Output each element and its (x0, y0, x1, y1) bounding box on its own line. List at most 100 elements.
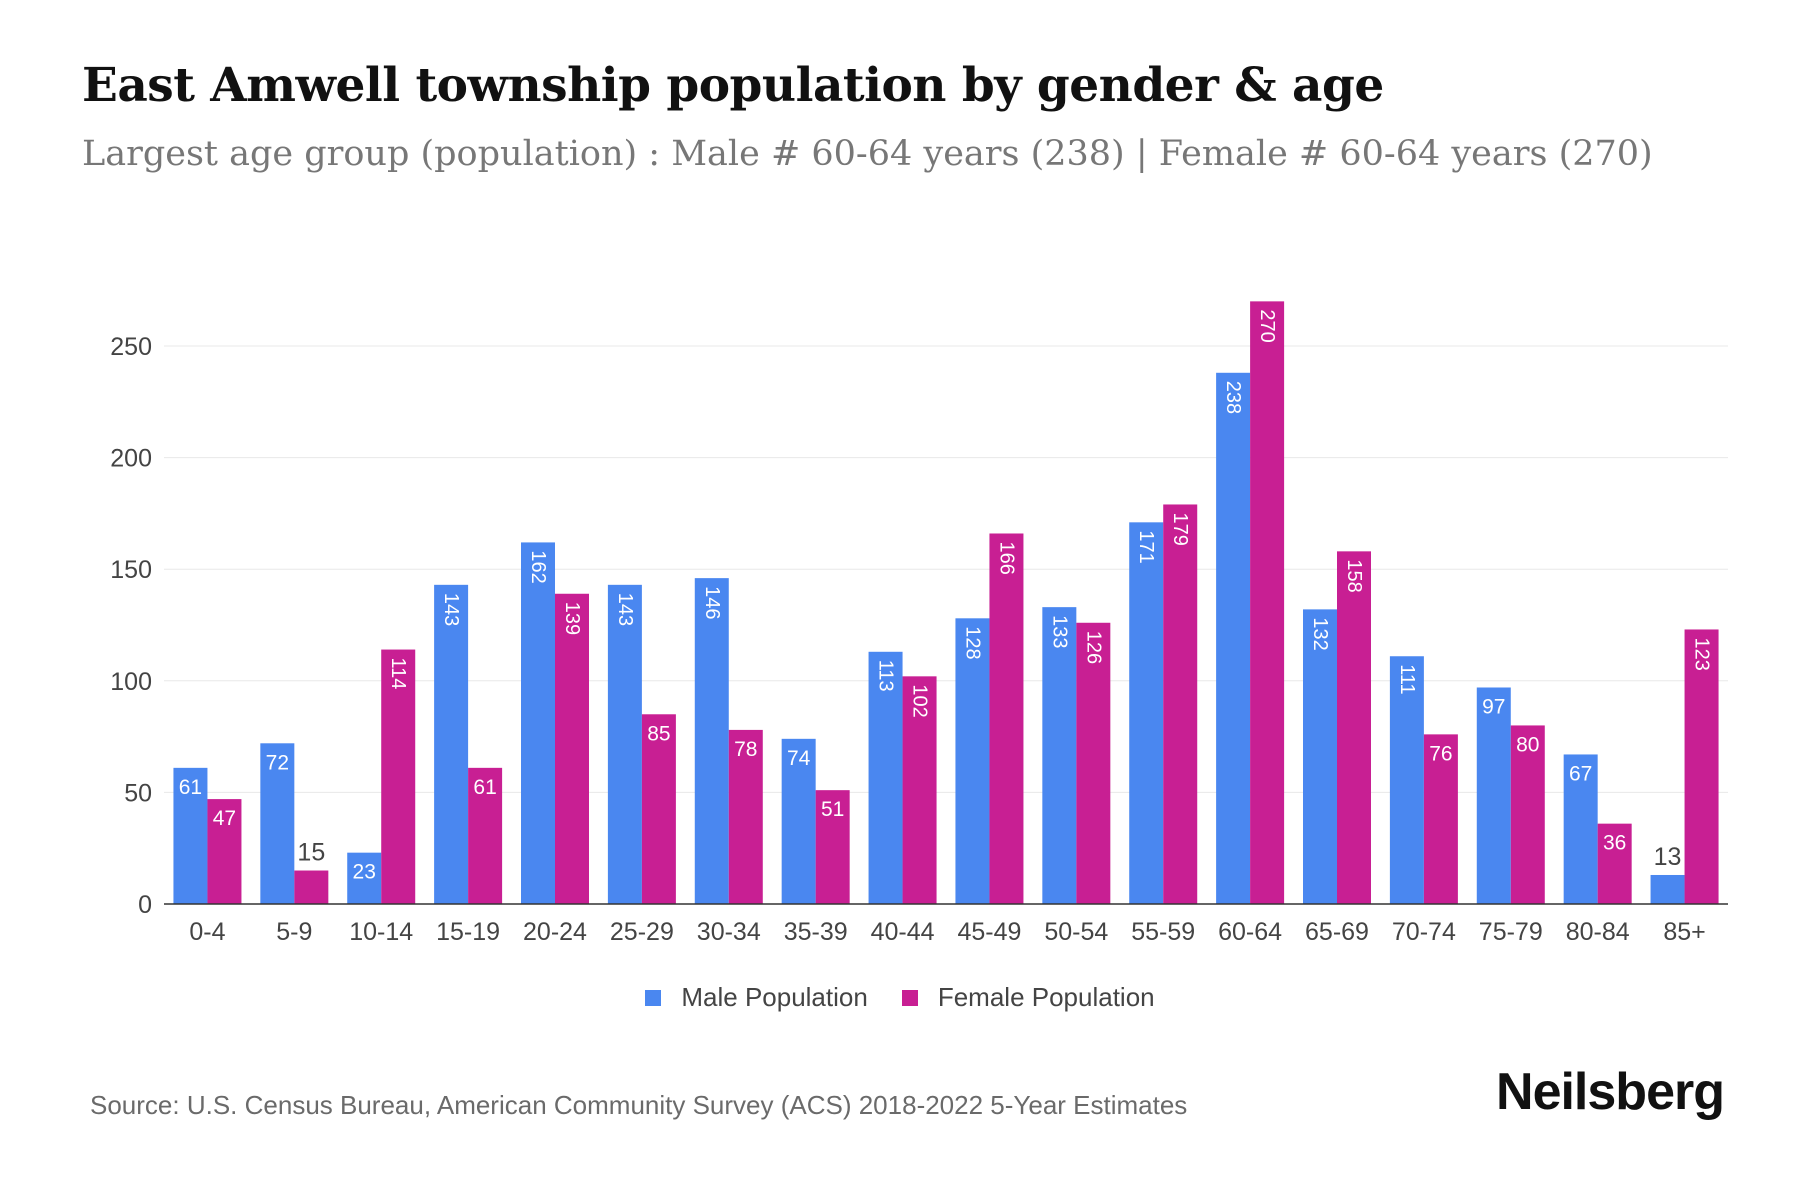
bar-value-label: 143 (440, 593, 462, 626)
male-bar (260, 743, 295, 904)
bar-value-label: 15 (297, 839, 325, 867)
male-bar (1042, 607, 1077, 904)
female-bar (989, 533, 1024, 904)
brand-logo: Neilsberg (1496, 1063, 1725, 1121)
x-tick-label: 20-24 (523, 918, 587, 946)
bar-value-label: 36 (1603, 832, 1626, 855)
legend-label-female: Female Population (937, 982, 1155, 1012)
legend-item-female: Female Population (901, 982, 1155, 1013)
bar-value-label: 74 (787, 747, 811, 770)
bar-value-label: 85 (647, 722, 670, 745)
female-bar (641, 714, 676, 904)
y-tick-label: 0 (138, 891, 152, 919)
bar-value-label: 13 (1654, 843, 1682, 871)
y-tick-label: 150 (110, 556, 152, 584)
x-tick-label: 80-84 (1566, 918, 1630, 946)
legend-label-male: Male Population (681, 982, 868, 1012)
female-bar (1597, 823, 1632, 904)
x-tick-label: 75-79 (1479, 918, 1543, 946)
bar-value-label: 139 (561, 602, 583, 635)
male-bar (521, 542, 555, 904)
female-bar (1684, 629, 1719, 904)
bar-value-label: 113 (875, 660, 897, 692)
female-bar (381, 649, 416, 904)
x-tick-label: 40-44 (871, 918, 935, 946)
female-bar (1076, 622, 1111, 904)
male-bar (868, 651, 903, 904)
female-bar (468, 767, 503, 904)
bar-value-label: 238 (1222, 381, 1244, 414)
bar-value-label: 23 (353, 861, 376, 884)
female-bar (555, 593, 589, 904)
bar-value-label: 78 (734, 738, 757, 761)
male-bar (173, 767, 208, 904)
y-axis-ticks: 0 50 100 150 200 250 (110, 333, 152, 919)
bar-value-label: 128 (961, 626, 983, 659)
y-tick-label: 200 (110, 445, 152, 473)
female-bar (207, 799, 242, 904)
male-bar (694, 578, 729, 904)
legend-item-male: Male Population (645, 982, 868, 1013)
chart-title: East Amwell township population by gende… (82, 58, 1384, 113)
x-tick-label: 15-19 (436, 918, 500, 946)
x-tick-label: 60-64 (1218, 918, 1282, 946)
bar-value-label: 47 (213, 807, 236, 830)
male-bar (607, 584, 642, 904)
x-tick-label: 5-9 (276, 918, 312, 946)
bar-value-label: 76 (1429, 742, 1452, 765)
bar-value-label: 132 (1309, 617, 1331, 650)
x-axis-ticks: 0-4 5-9 10-14 15-19 20-24 25-29 30-34 35-39 40-4… (189, 918, 1705, 946)
x-tick-label: 35-39 (784, 918, 848, 946)
x-tick-label: 65-69 (1305, 918, 1369, 946)
x-tick-label: 25-29 (610, 918, 674, 946)
female-bar (1510, 725, 1545, 904)
bar-value-label: 166 (995, 541, 1017, 574)
male-bar (1303, 609, 1337, 904)
female-bar (1163, 504, 1198, 904)
bar-value-label: 97 (1482, 695, 1505, 718)
male-bar (1129, 522, 1164, 904)
male-bar (1563, 754, 1598, 904)
x-tick-label: 45-49 (957, 918, 1021, 946)
female-bar (1423, 734, 1458, 904)
female-bar (902, 676, 937, 904)
female-bar (815, 790, 850, 904)
x-tick-label: 70-74 (1392, 918, 1456, 946)
bar-value-label: 72 (266, 751, 289, 774)
x-tick-label: 30-34 (697, 918, 761, 946)
bar-value-label: 67 (1569, 762, 1592, 785)
y-tick-label: 50 (124, 779, 152, 807)
y-tick-label: 100 (110, 668, 152, 696)
x-tick-label: 50-54 (1044, 918, 1108, 946)
bar-value-label: 171 (1135, 530, 1157, 563)
female-bar (728, 729, 763, 904)
male-bar (1389, 656, 1424, 904)
bar-value-label: 179 (1169, 512, 1191, 545)
male-bar (1216, 372, 1251, 904)
bar-value-label: 61 (179, 776, 202, 799)
x-tick-label: 85+ (1663, 918, 1705, 946)
bars (173, 301, 1719, 904)
male-bar (1476, 687, 1511, 904)
source-note: Source: U.S. Census Bureau, American Com… (90, 1090, 1188, 1120)
legend: Male Population Female Population (0, 982, 1800, 1013)
x-tick-label: 0-4 (189, 918, 225, 946)
bar-value-label: 123 (1691, 637, 1713, 670)
bar-value-label: 61 (473, 776, 496, 799)
bar-value-label: 80 (1516, 733, 1539, 756)
female-bar (294, 870, 329, 904)
bar-value-label: 162 (527, 550, 549, 583)
legend-swatch-male (645, 989, 662, 1006)
bar-value-label: 114 (387, 658, 409, 690)
male-bar (1650, 874, 1685, 904)
bar-value-label: 111 (1396, 664, 1418, 694)
legend-swatch-female (901, 989, 918, 1006)
chart-subtitle: Largest age group (population) : Male # … (82, 134, 1653, 174)
x-tick-label: 10-14 (349, 918, 413, 946)
bar-value-label: 143 (614, 593, 636, 626)
grid-lines (164, 345, 1728, 793)
bar-value-label: 146 (701, 586, 723, 619)
bar-value-label: 126 (1082, 631, 1104, 664)
